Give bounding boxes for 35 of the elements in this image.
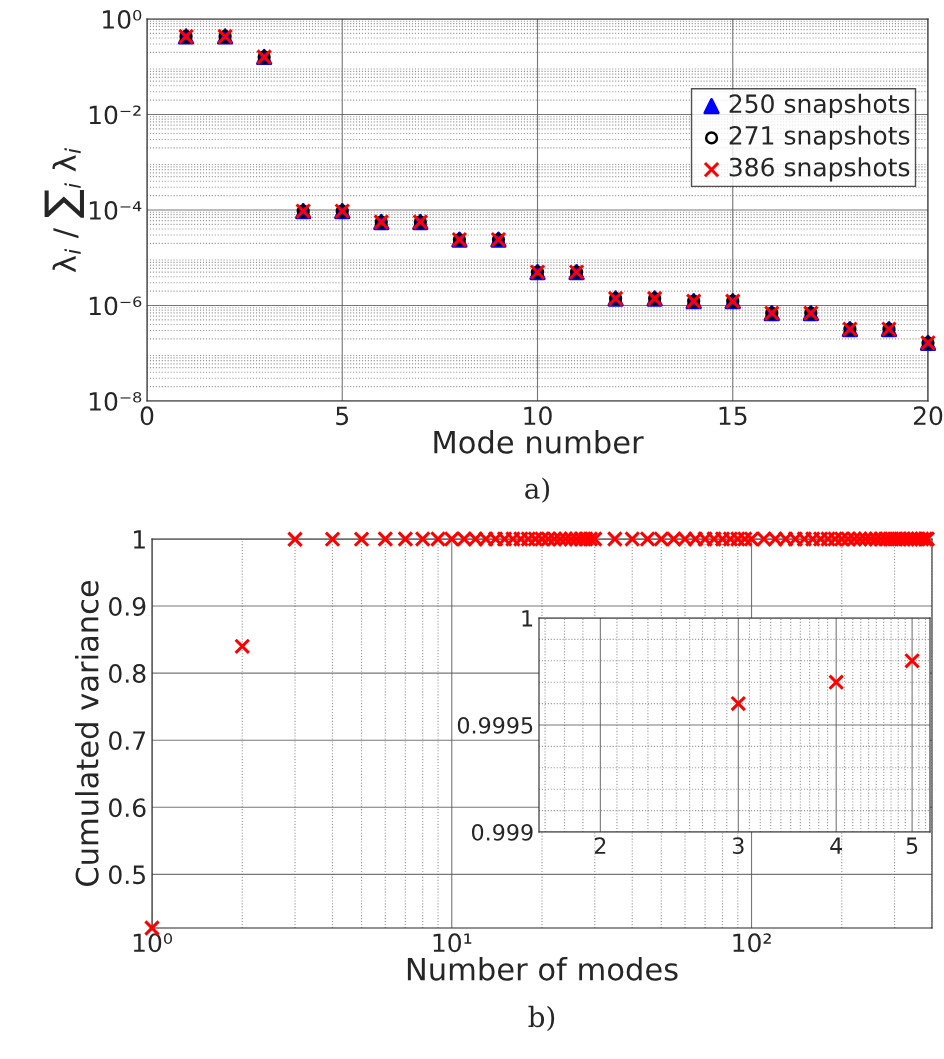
x-tick-label: 4 xyxy=(830,837,843,854)
legend-label: 271 snapshots xyxy=(729,125,910,150)
x-tick-label: 0 xyxy=(140,406,154,426)
legend-label: 250 snapshots xyxy=(729,93,910,118)
x-tick-label: 10² xyxy=(733,933,771,953)
text: a) xyxy=(525,477,549,503)
x-axis-title: Mode number xyxy=(434,430,644,454)
y-tick-label: 10⁰ xyxy=(103,9,142,29)
x-tick-label: 5 xyxy=(336,406,349,426)
x-tick-label: 10 xyxy=(524,406,552,426)
legend-label: 386 snapshots xyxy=(729,157,910,182)
y-tick-label: 1 xyxy=(522,610,533,627)
x-tick-label: 5 xyxy=(906,837,918,855)
x-tick-label: 10¹ xyxy=(433,933,472,953)
y-tick-label: 0.6 xyxy=(109,798,146,818)
y-tick-label: 10⁻⁶ xyxy=(89,296,142,316)
x-tick-label: 10⁰ xyxy=(133,933,173,953)
x-tick-label: 20 xyxy=(913,406,943,426)
y-axis-title: Cumulated variance xyxy=(75,580,99,887)
y-tick-label: 0.9 xyxy=(109,597,146,616)
y-tick-label: 1 xyxy=(133,530,145,549)
y-axis-title: λ$_{i}$ / ∑$_{i}$ λ$_{i}$ xyxy=(44,148,84,273)
y-tick-label: 0.9995 xyxy=(457,716,533,734)
text: b) xyxy=(528,1005,555,1032)
x-axis-title: Number of modes xyxy=(407,957,678,981)
y-tick-label: 0.5 xyxy=(109,865,145,885)
x-tick-label: 2 xyxy=(594,837,606,854)
y-tick-label: 0.7 xyxy=(109,731,145,751)
x-tick-label: 15 xyxy=(719,406,747,426)
y-tick-label: 10⁻⁸ xyxy=(89,391,142,411)
x-tick-label: 3 xyxy=(732,837,744,855)
y-tick-label: 10⁻² xyxy=(89,105,141,125)
y-tick-label: 0.999 xyxy=(471,823,533,841)
y-tick-label: 10⁻⁴ xyxy=(89,200,142,220)
y-tick-label: 0.8 xyxy=(109,664,146,683)
